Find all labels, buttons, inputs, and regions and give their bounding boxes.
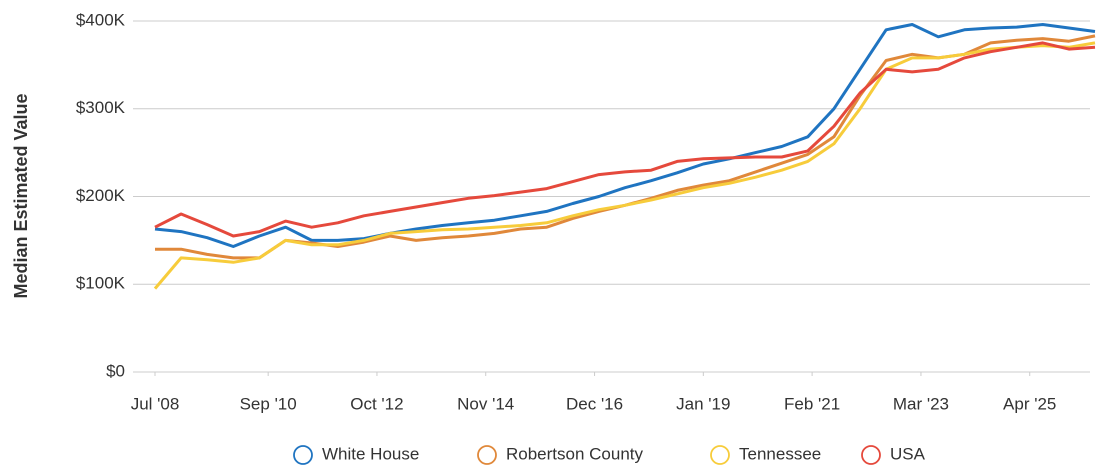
x-tick-label: Sep '10 bbox=[240, 394, 297, 413]
legend-marker bbox=[861, 445, 881, 465]
y-tick-label: $0 bbox=[106, 361, 125, 380]
x-tick-label: Jan '19 bbox=[676, 394, 730, 413]
x-tick-label: Dec '16 bbox=[566, 394, 623, 413]
legend-label: USA bbox=[890, 444, 926, 463]
y-axis-title: Median Estimated Value bbox=[11, 93, 31, 298]
y-tick-label: $300K bbox=[76, 98, 126, 117]
x-tick-label: Oct '12 bbox=[350, 394, 403, 413]
legend-label: Tennessee bbox=[739, 444, 821, 463]
x-tick-label: Mar '23 bbox=[893, 394, 949, 413]
x-tick-label: Nov '14 bbox=[457, 394, 514, 413]
line-series bbox=[154, 23, 1096, 248]
legend-label: White House bbox=[322, 444, 419, 463]
x-tick-label: Jul '08 bbox=[131, 394, 180, 413]
legend-marker bbox=[293, 445, 313, 465]
y-tick-label: $200K bbox=[76, 186, 126, 205]
x-tick-label: Apr '25 bbox=[1003, 394, 1056, 413]
line-series bbox=[153, 41, 1096, 290]
line-series bbox=[154, 41, 1096, 238]
x-tick-label: Feb '21 bbox=[784, 394, 840, 413]
legend-marker bbox=[710, 445, 730, 465]
legend-label: Robertson County bbox=[506, 444, 644, 463]
y-tick-label: $400K bbox=[76, 10, 126, 29]
y-tick-label: $100K bbox=[76, 274, 126, 293]
legend-marker bbox=[477, 445, 497, 465]
